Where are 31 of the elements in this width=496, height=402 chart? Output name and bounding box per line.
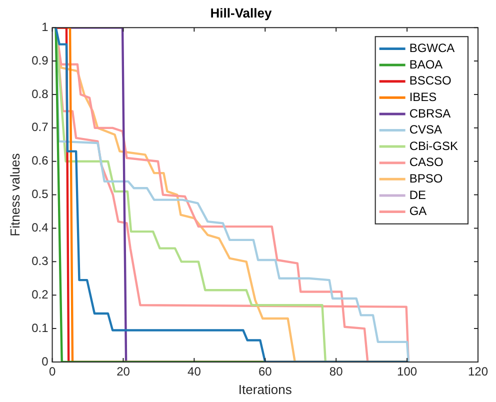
y-tick-label: 0.3 xyxy=(32,254,49,268)
x-tick-label: 60 xyxy=(258,364,272,379)
legend-label: CBRSA xyxy=(409,106,451,120)
legend-label: GA xyxy=(409,204,427,218)
y-tick-label: 0.9 xyxy=(32,53,49,68)
y-tick-label: 0.5 xyxy=(32,187,49,202)
y-tick-label: 0.4 xyxy=(32,220,49,235)
legend-label: CBi-GSK xyxy=(409,138,458,153)
legend-label: BAOA xyxy=(409,57,443,72)
x-tick-label: 40 xyxy=(188,364,202,379)
legend-label: CVSA xyxy=(409,122,442,137)
x-tick-label: 120 xyxy=(468,364,488,379)
legend-label: DE xyxy=(409,188,426,202)
y-tick-label: 1 xyxy=(42,20,49,34)
y-tick-label: 0.8 xyxy=(32,86,49,101)
legend-label: IBES xyxy=(409,90,437,104)
x-tick-label: 80 xyxy=(329,364,344,379)
x-axis-title: Iterations xyxy=(238,382,292,397)
legend-label: BGWCA xyxy=(409,41,455,56)
legend-label: BSCSO xyxy=(409,74,452,88)
y-tick-label: 0.1 xyxy=(32,320,49,335)
y-tick-label: 0.7 xyxy=(32,120,49,134)
x-tick-label: 20 xyxy=(116,364,130,379)
y-tick-label: 0.2 xyxy=(32,287,49,302)
y-tick-label: 0 xyxy=(42,354,49,368)
legend-label: BPSO xyxy=(409,171,443,186)
x-tick-label: 100 xyxy=(397,364,418,379)
y-tick-label: 0.6 xyxy=(32,154,49,168)
y-axis-title: Fitness values xyxy=(7,152,22,236)
legend-label: CASO xyxy=(409,155,444,170)
chart-title: Hill-Valley xyxy=(210,5,272,20)
